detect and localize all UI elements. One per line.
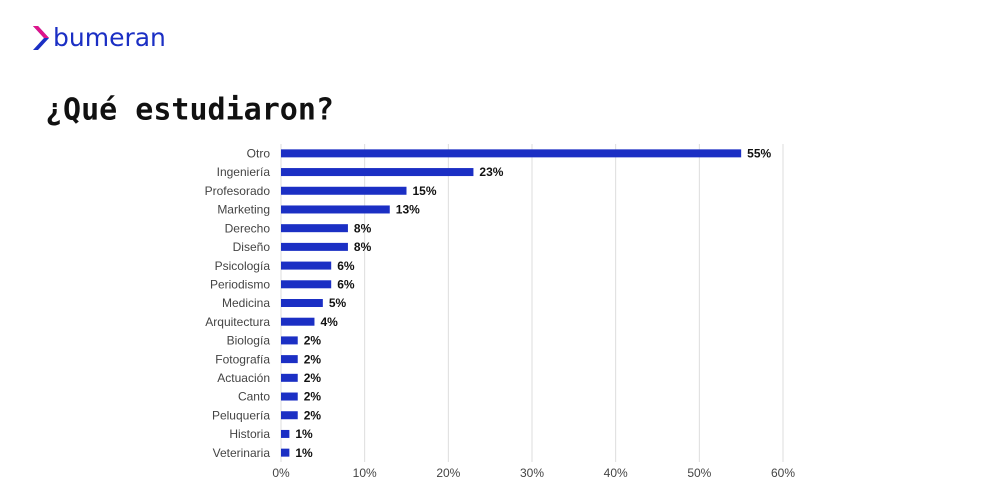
value-label: 8% [354, 221, 372, 235]
bar [281, 373, 298, 382]
bar [281, 205, 390, 214]
value-label: 1% [295, 427, 313, 441]
bar [281, 242, 348, 251]
y-tick-label: Marketing [217, 203, 270, 217]
y-tick-label: Diseño [233, 240, 271, 254]
y-tick-label: Psicología [215, 259, 271, 273]
bar [281, 411, 298, 420]
bar [281, 149, 742, 158]
value-label: 6% [337, 259, 355, 273]
value-label: 2% [304, 408, 322, 422]
value-label: 13% [396, 203, 420, 217]
bar [281, 355, 298, 364]
value-label: 2% [304, 371, 322, 385]
bar [281, 168, 474, 177]
value-label: 55% [747, 147, 771, 161]
bar [281, 186, 407, 195]
y-tick-label: Otro [247, 147, 271, 161]
value-label: 6% [337, 277, 355, 291]
y-tick-label: Arquitectura [205, 315, 270, 329]
logo-icon-accent [33, 26, 49, 38]
chart-title: ¿Qué estudiaron? [45, 93, 334, 128]
y-tick-label: Biología [227, 334, 271, 348]
value-label: 23% [479, 165, 503, 179]
y-tick-label: Ingeniería [217, 165, 271, 179]
bar [281, 336, 298, 345]
bar [281, 280, 332, 289]
bar [281, 317, 315, 326]
y-tick-label: Veterinaria [213, 446, 271, 460]
value-label: 4% [320, 315, 338, 329]
brand: bumeran [53, 23, 166, 52]
bar [281, 429, 290, 438]
x-tick-label: 60% [771, 466, 795, 480]
y-tick-label: Peluquería [212, 408, 270, 422]
bar [281, 392, 298, 401]
value-label: 1% [295, 446, 313, 460]
y-tick-label: Derecho [225, 221, 271, 235]
y-tick-label: Actuación [217, 371, 270, 385]
value-label: 15% [413, 184, 437, 198]
value-label: 8% [354, 240, 372, 254]
y-tick-label: Fotografía [215, 352, 270, 366]
x-tick-label: 40% [604, 466, 628, 480]
value-label: 2% [304, 334, 322, 348]
y-tick-label: Periodismo [210, 277, 270, 291]
value-label: 5% [329, 296, 347, 310]
bar [281, 224, 348, 233]
x-tick-label: 0% [272, 466, 290, 480]
x-tick-label: 20% [436, 466, 460, 480]
bar [281, 299, 323, 307]
value-label: 2% [304, 352, 322, 366]
x-tick-label: 30% [520, 466, 544, 480]
y-tick-label: Profesorado [205, 184, 271, 198]
y-tick-label: Canto [238, 390, 270, 404]
y-tick-label: Medicina [222, 296, 270, 310]
logo: bumeran [33, 23, 166, 52]
x-tick-label: 10% [353, 466, 377, 480]
value-label: 2% [304, 390, 322, 404]
x-tick-label: 50% [687, 466, 711, 480]
bar [281, 261, 332, 270]
y-tick-label: Historia [229, 427, 270, 441]
bar [281, 448, 290, 457]
